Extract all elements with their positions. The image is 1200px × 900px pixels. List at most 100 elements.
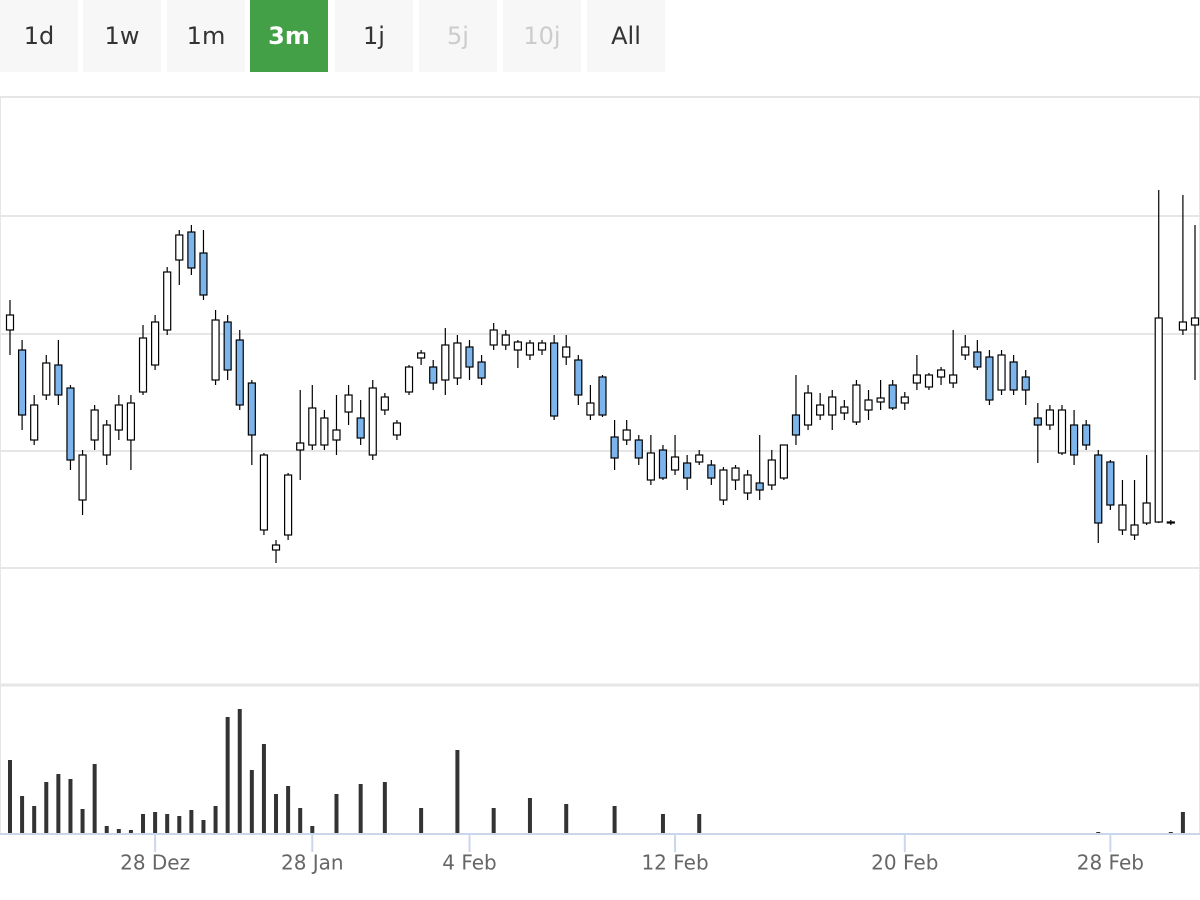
- candle-body: [78, 454, 87, 501]
- candle-body: [102, 424, 111, 456]
- volume-bar: [286, 786, 291, 834]
- volume-bar: [116, 829, 121, 834]
- volume-bar: [527, 798, 532, 834]
- candle-body: [598, 376, 607, 416]
- candle-body: [973, 351, 982, 368]
- volume-bar: [8, 760, 12, 834]
- volume-bar: [1180, 812, 1185, 834]
- candle-body: [380, 396, 389, 411]
- volume-bar: [455, 750, 460, 834]
- x-tick-label: 28 Feb: [1077, 851, 1144, 875]
- candle-body: [646, 452, 655, 481]
- candle-body: [1021, 376, 1030, 391]
- range-button[interactable]: 1m: [167, 0, 245, 72]
- candle-body: [308, 407, 317, 446]
- volume-bar: [153, 812, 158, 834]
- candle-body: [864, 399, 873, 411]
- candle-body: [126, 402, 136, 441]
- candle-body: [634, 439, 643, 459]
- candle-body: [66, 387, 75, 461]
- range-button[interactable]: 1d: [0, 0, 78, 72]
- x-tick-label: 28 Jan: [281, 851, 344, 875]
- candle-body: [949, 374, 958, 384]
- volume-bar: [564, 804, 569, 834]
- candle-body: [1178, 321, 1188, 331]
- range-button[interactable]: 10j: [503, 0, 581, 72]
- range-button[interactable]: 5j: [419, 0, 497, 72]
- candle-body: [767, 459, 776, 486]
- volume-bar: [201, 820, 206, 834]
- candle-body: [489, 329, 498, 346]
- candle-body: [453, 342, 462, 379]
- volume-bar: [382, 782, 387, 834]
- volume-bar: [32, 806, 37, 834]
- candle-body: [332, 429, 341, 441]
- volume-bar: [249, 770, 254, 834]
- volume-bar: [419, 808, 424, 834]
- candle-body: [1082, 424, 1091, 446]
- volume-bar: [141, 814, 146, 834]
- volume-bar: [189, 810, 194, 834]
- candle-body: [743, 474, 752, 494]
- candle-body: [670, 456, 680, 471]
- candle-body: [417, 352, 426, 359]
- candle-body: [163, 271, 172, 331]
- candle-body: [525, 342, 535, 356]
- candle-body: [1106, 461, 1115, 506]
- volume-bar: [104, 826, 109, 834]
- volume-bar: [660, 814, 665, 834]
- candle-body: [803, 392, 813, 426]
- candle-body: [961, 346, 970, 356]
- candle-body: [586, 402, 595, 416]
- candle-body: [900, 396, 909, 404]
- candle-body: [683, 462, 692, 479]
- candle-body: [876, 397, 885, 403]
- candle-body: [816, 404, 825, 416]
- volume-bar: [298, 808, 303, 834]
- volume-bar: [261, 744, 266, 834]
- range-button[interactable]: 1j: [335, 0, 413, 72]
- candle-body: [296, 442, 305, 451]
- range-button[interactable]: 1w: [83, 0, 161, 72]
- candle-body: [175, 234, 184, 261]
- candle-body: [90, 409, 99, 441]
- candle-body: [731, 467, 740, 481]
- candle-body: [247, 382, 256, 436]
- x-tick-label: 4 Feb: [442, 851, 497, 875]
- candle-body: [1142, 502, 1151, 524]
- candle-body: [114, 404, 123, 431]
- candle-body: [1118, 504, 1127, 531]
- candle-body: [284, 474, 293, 536]
- range-button[interactable]: All: [587, 0, 665, 72]
- candle-body: [574, 359, 583, 396]
- candle-body: [199, 252, 208, 296]
- candle-body: [985, 356, 994, 401]
- candle-body: [320, 417, 329, 446]
- candle-body: [936, 369, 946, 378]
- candle-body: [151, 321, 160, 366]
- candle-body: [924, 374, 934, 388]
- volume-bar: [213, 806, 218, 834]
- candle-body: [5, 314, 15, 331]
- candle-body: [537, 342, 547, 351]
- candle-body: [1094, 454, 1103, 524]
- candle-body: [719, 469, 728, 501]
- candle-body: [54, 364, 63, 396]
- candle-body: [707, 464, 716, 479]
- volume-bar: [274, 794, 279, 834]
- range-button[interactable]: 3m: [250, 0, 328, 72]
- candle-body: [1166, 521, 1175, 524]
- candle-body: [259, 454, 269, 531]
- volume-bar: [491, 808, 496, 834]
- x-tick-label: 12 Feb: [641, 851, 708, 875]
- candle-body: [392, 422, 402, 436]
- candle-body: [1190, 317, 1200, 326]
- volume-bar: [358, 784, 363, 834]
- candle-body: [211, 319, 220, 381]
- candle-body: [30, 404, 39, 441]
- candle-body: [138, 337, 148, 393]
- candle-body: [779, 444, 788, 479]
- candle-body: [271, 544, 281, 551]
- volume-bar: [310, 826, 315, 834]
